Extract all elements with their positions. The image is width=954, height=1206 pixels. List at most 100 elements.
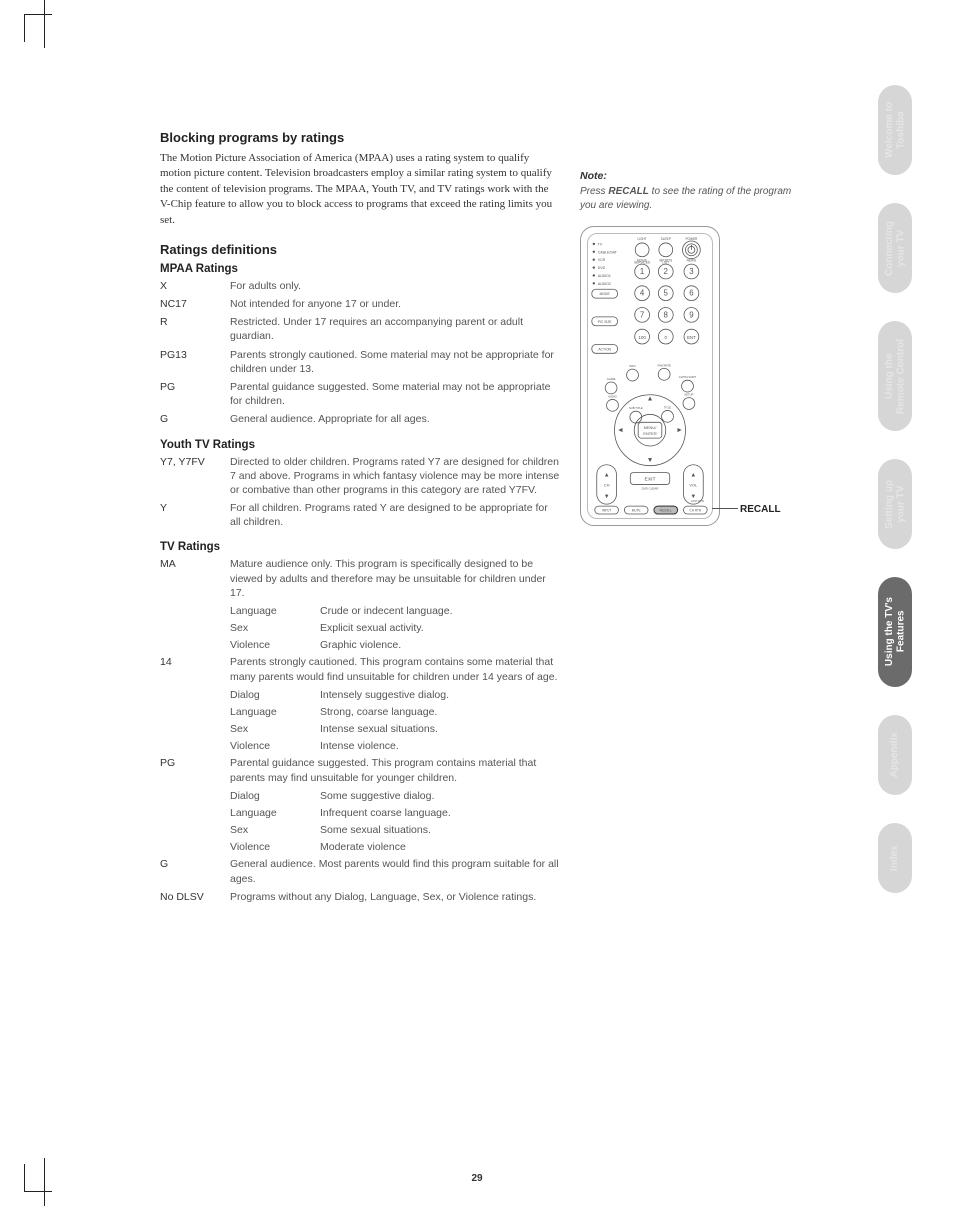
svg-text:2: 2	[664, 267, 668, 276]
subrow-label: Language	[230, 604, 320, 618]
page-number: 29	[0, 1173, 954, 1184]
rating-row: Y7, Y7FVDirected to older children. Prog…	[160, 455, 560, 498]
recall-callout-line	[712, 508, 738, 509]
rating-subrow: SexSome sexual situations.	[230, 823, 560, 837]
svg-text:DVD: DVD	[598, 266, 606, 270]
left-column: Blocking programs by ratings The Motion …	[160, 130, 560, 908]
rating-desc: General audience. Appropriate for all ag…	[230, 412, 560, 426]
subrow-label: Violence	[230, 840, 320, 854]
svg-text:LAST RTN: LAST RTN	[691, 499, 704, 503]
svg-text:INPUT: INPUT	[602, 509, 612, 513]
rating-code: Y	[160, 501, 230, 529]
svg-text:AUDIO2: AUDIO2	[598, 282, 611, 286]
rating-desc: Parents strongly cautioned. This program…	[230, 655, 560, 683]
subrow-desc: Strong, coarse language.	[320, 705, 560, 719]
subrow-label: Violence	[230, 638, 320, 652]
rating-desc: Mature audience only. This program is sp…	[230, 557, 560, 600]
svg-text:AUDIO: AUDIO	[608, 394, 617, 398]
note-pre: Press	[580, 186, 608, 197]
rating-row: PG13Parents strongly cautioned. Some mat…	[160, 348, 560, 376]
side-tab: Using the TV's Features	[878, 577, 912, 687]
svg-text:0: 0	[665, 335, 668, 340]
subrow-label: Violence	[230, 739, 320, 753]
rating-row: GGeneral audience. Appropriate for all a…	[160, 412, 560, 426]
rating-desc: Not intended for anyone 17 or under.	[230, 297, 560, 311]
rating-code: G	[160, 857, 230, 885]
rating-code: R	[160, 315, 230, 343]
rating-row: No DLSVPrograms without any Dialog, Lang…	[160, 890, 560, 904]
svg-text:RECALL: RECALL	[660, 509, 672, 513]
crop-mark-tl	[24, 14, 52, 42]
rating-subrow: ViolenceModerate violence	[230, 840, 560, 854]
intro-paragraph: The Motion Picture Association of Americ…	[160, 151, 560, 228]
side-tab: Connecting your TV	[878, 203, 912, 293]
svg-text:SUB TITLE: SUB TITLE	[629, 406, 643, 410]
svg-text:MENU/: MENU/	[644, 425, 658, 430]
rating-desc: Parents strongly cautioned. Some materia…	[230, 348, 560, 376]
remote-wrapper: TVCABLE/SATVCRDVDAUDIO1AUDIO2LIGHTSLEEPP…	[580, 226, 800, 526]
page-content: Blocking programs by ratings The Motion …	[160, 130, 800, 908]
rating-subrow: DialogSome suggestive dialog.	[230, 789, 560, 803]
svg-text:▼: ▼	[604, 494, 610, 500]
rating-row: YFor all children. Programs rated Y are …	[160, 501, 560, 529]
svg-text:MODE: MODE	[600, 292, 611, 296]
recall-callout-label: RECALL	[740, 504, 781, 515]
rating-row: NC17Not intended for anyone 17 or under.	[160, 297, 560, 311]
svg-text:7: 7	[640, 310, 644, 319]
svg-text:SETUP: SETUP	[684, 393, 693, 397]
rating-code: No DLSV	[160, 890, 230, 904]
subrow-desc: Crude or indecent language.	[320, 604, 560, 618]
rating-subrow: LanguageStrong, coarse language.	[230, 705, 560, 719]
rating-code: Y7, Y7FV	[160, 455, 230, 498]
rating-code: MA	[160, 557, 230, 600]
svg-text:CH: CH	[604, 482, 610, 487]
tv-heading: TV Ratings	[160, 541, 560, 553]
svg-text:LIST: LIST	[662, 261, 669, 265]
rating-desc: Parental guidance suggested. Some materi…	[230, 380, 560, 408]
svg-text:INFO: INFO	[629, 364, 636, 368]
right-column: Note: Press RECALL to see the rating of …	[580, 130, 800, 526]
svg-text:VOL: VOL	[689, 482, 698, 487]
rating-row: PGParental guidance suggested. This prog…	[160, 756, 560, 784]
side-tab-label: Index	[889, 833, 901, 883]
subrow-label: Language	[230, 705, 320, 719]
subrow-desc: Intensely suggestive dialog.	[320, 688, 560, 702]
mpaa-list: XFor adults only. NC17Not intended for an…	[160, 279, 560, 427]
svg-text:VCR: VCR	[598, 258, 606, 262]
ratings-def-heading: Ratings definitions	[160, 242, 560, 257]
rating-code: X	[160, 279, 230, 293]
svg-text:SERVICES: SERVICES	[634, 261, 650, 265]
subrow-desc: Some sexual situations.	[320, 823, 560, 837]
svg-text:LIGHT: LIGHT	[637, 237, 646, 241]
subrow-label: Dialog	[230, 688, 320, 702]
subrow-desc: Some suggestive dialog.	[320, 789, 560, 803]
side-tabs: Welcome to Toshiba Connecting your TV Usin…	[878, 85, 916, 921]
side-tab-label: Using the Remote Control	[884, 327, 907, 426]
svg-text:TITLE: TITLE	[664, 405, 672, 409]
svg-text:4: 4	[640, 289, 645, 298]
note-heading: Note:	[580, 170, 800, 182]
subrow-desc: Intense sexual situations.	[320, 722, 560, 736]
side-tab-label: Connecting your TV	[884, 209, 907, 288]
subrow-label: Language	[230, 806, 320, 820]
side-tab-label: Appendix	[889, 720, 901, 790]
svg-text:5: 5	[664, 289, 669, 298]
rating-code: PG	[160, 380, 230, 408]
rating-subrow: SexExplicit sexual activity.	[230, 621, 560, 635]
youth-list: Y7, Y7FVDirected to older children. Prog…	[160, 455, 560, 530]
remote-control-illustration: TVCABLE/SATVCRDVDAUDIO1AUDIO2LIGHTSLEEPP…	[580, 226, 720, 526]
svg-text:6: 6	[689, 289, 694, 298]
svg-text:▲: ▲	[604, 473, 610, 479]
rating-code: 14	[160, 655, 230, 683]
svg-text:ACTION: ACTION	[598, 347, 611, 351]
rating-desc: Programs without any Dialog, Language, S…	[230, 890, 560, 904]
svg-text:SLEEP: SLEEP	[661, 237, 671, 241]
svg-text:▼: ▼	[647, 457, 654, 464]
side-tab-label: Welcome to Toshiba	[884, 90, 907, 170]
rating-desc: For all children. Programs rated Y are d…	[230, 501, 560, 529]
crop-tick-top	[44, 0, 45, 48]
rating-desc: Directed to older children. Programs rat…	[230, 455, 560, 498]
rating-desc: For adults only.	[230, 279, 560, 293]
svg-text:CH RTN: CH RTN	[689, 509, 702, 513]
svg-text:CABLE/SAT: CABLE/SAT	[598, 250, 618, 254]
